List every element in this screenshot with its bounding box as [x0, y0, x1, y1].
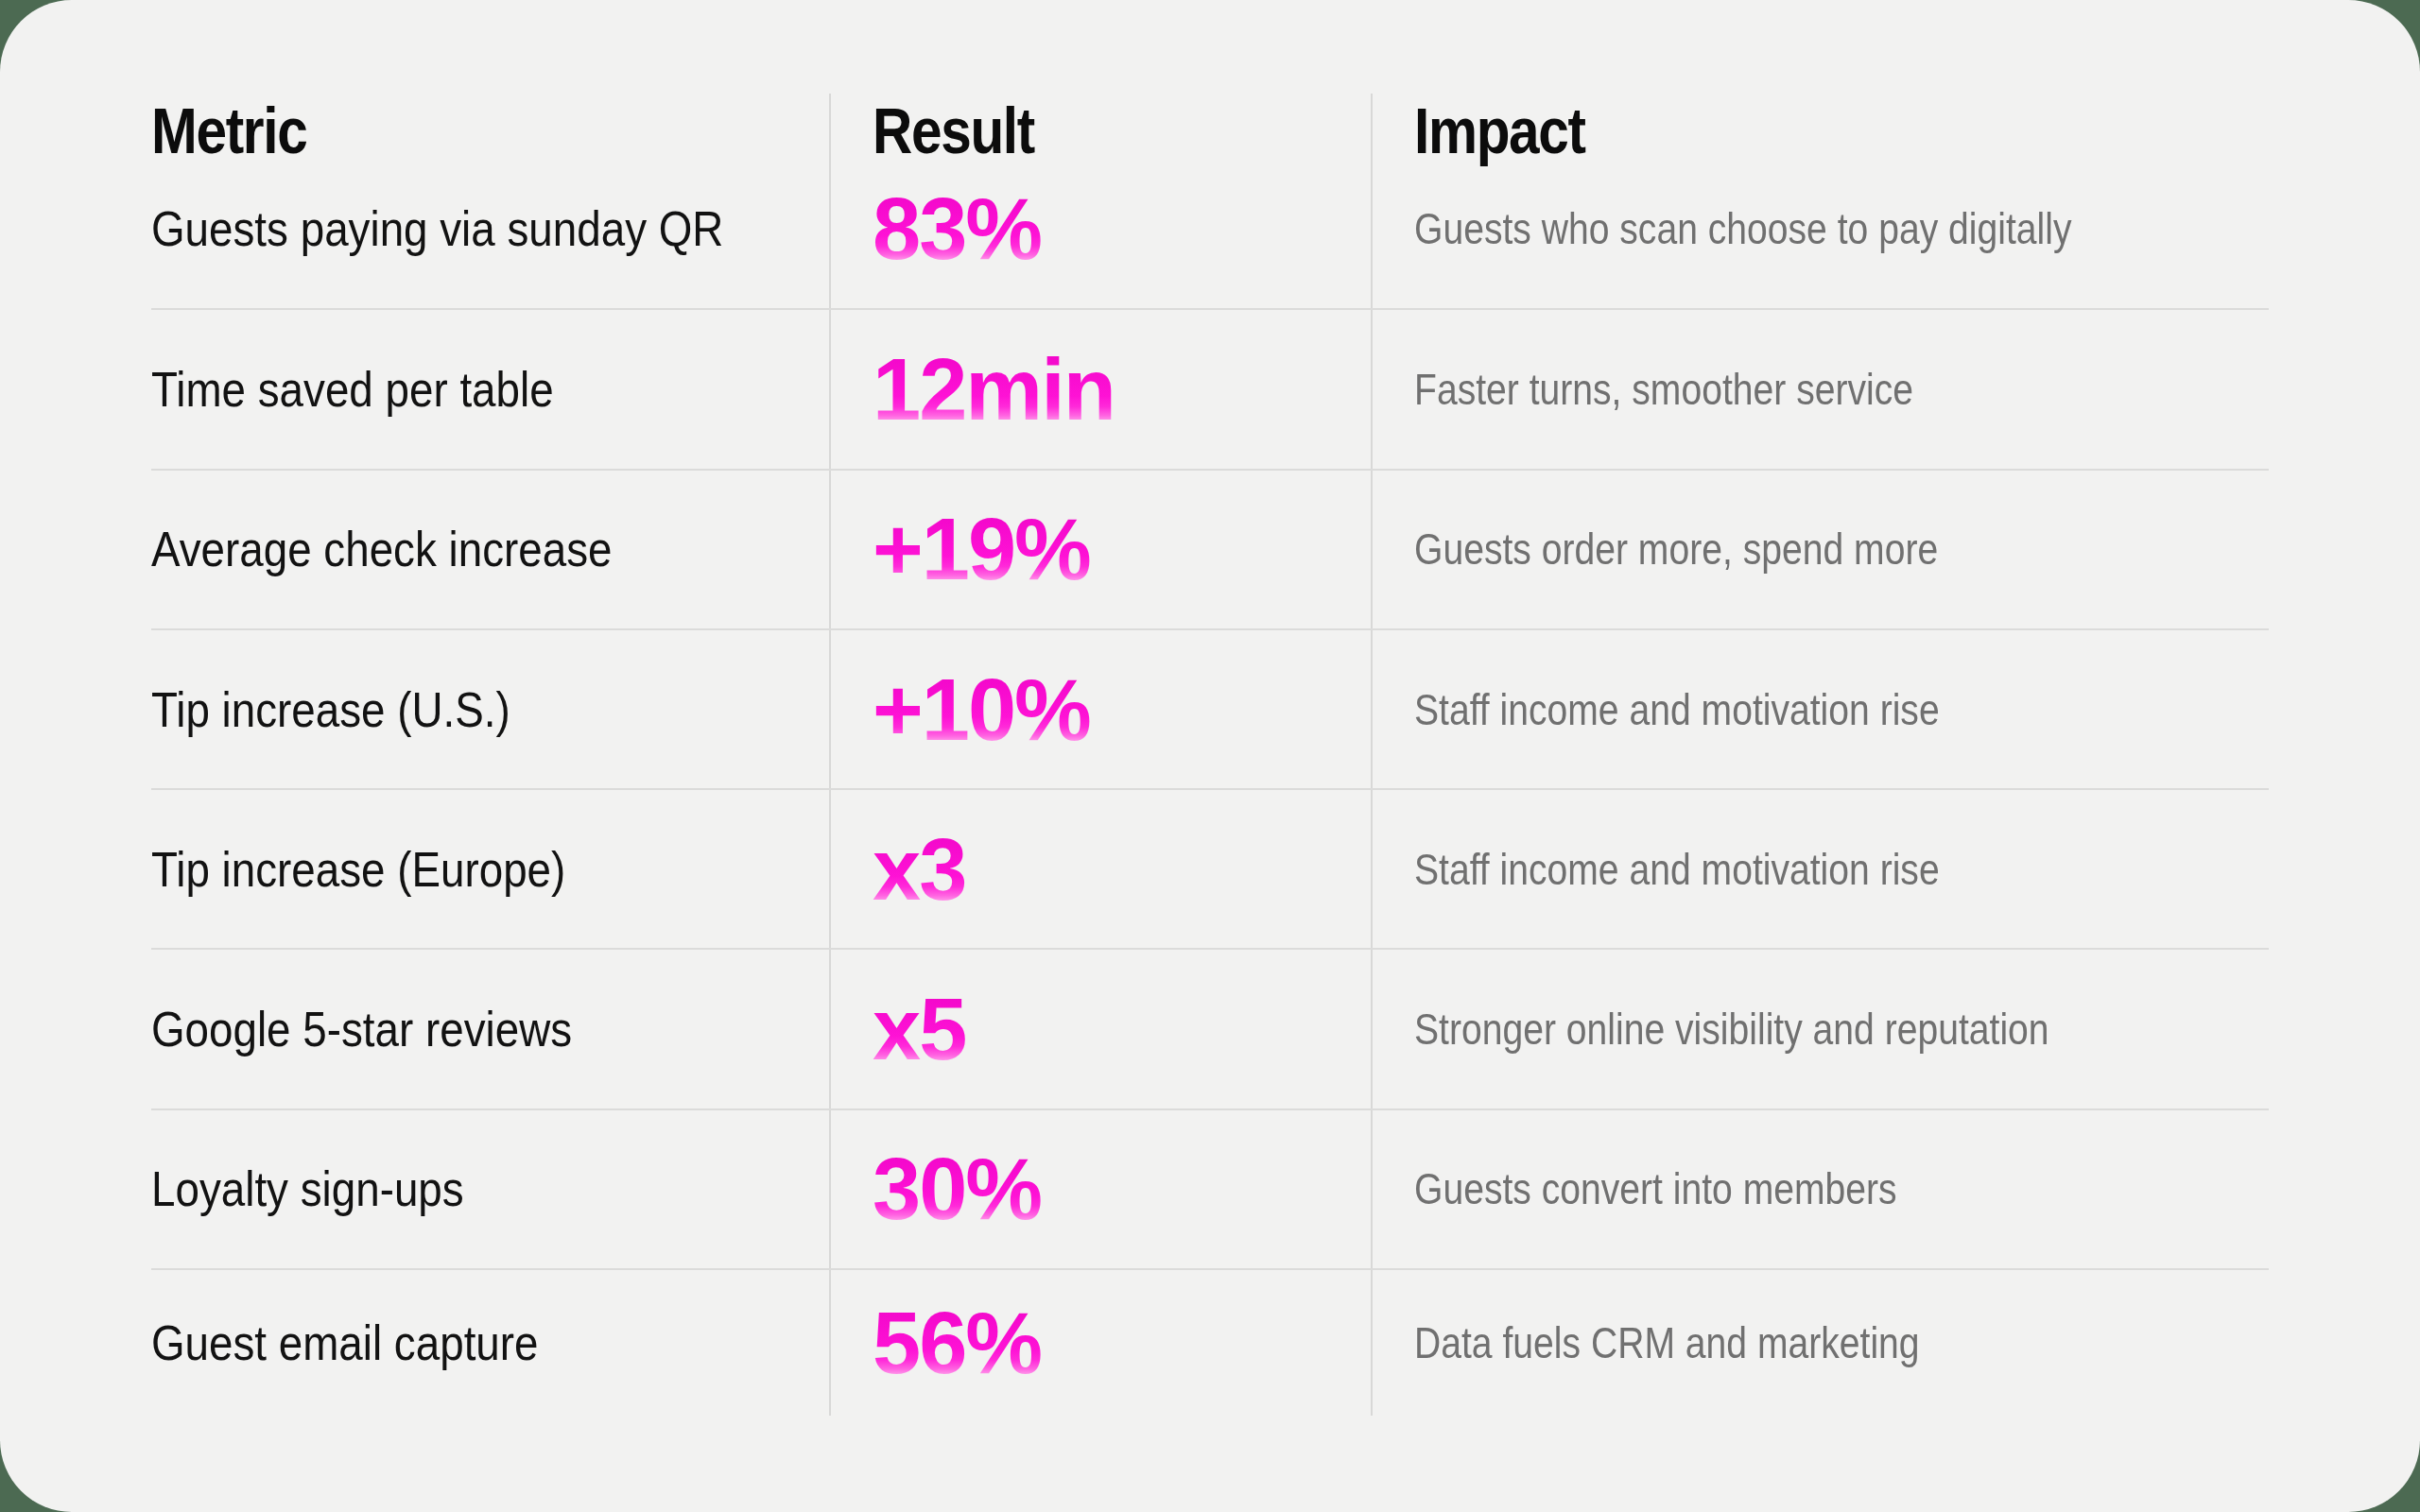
impact-text: Stronger online visibility and reputatio… — [1414, 1007, 2049, 1051]
impact-text: Guests who scan choose to pay digitally — [1414, 207, 2071, 250]
page: { "colors": { "background": "#4c6a52", "… — [0, 0, 2420, 1512]
impact-text: Faster turns, smoother service — [1414, 368, 1913, 411]
table-row: Loyalty sign-ups 30% Guests convert into… — [151, 1108, 2269, 1268]
metric-label: Guest email capture — [151, 1318, 539, 1367]
result-value: +19% — [873, 506, 1090, 593]
table-row: Guests paying via sunday QR 83% Guests w… — [151, 148, 2269, 308]
result-value: x3 — [873, 826, 965, 913]
metric-label: Tip increase (U.S.) — [151, 685, 510, 734]
metric-label: Guests paying via sunday QR — [151, 204, 723, 253]
table-row: Tip increase (U.S.) +10% Staff income an… — [151, 628, 2269, 788]
impact-text: Staff income and motivation rise — [1414, 688, 1940, 731]
results-card: Metric Result Impact Guests paying via s… — [0, 0, 2420, 1512]
table-row: Guest email capture 56% Data fuels CRM a… — [151, 1268, 2269, 1416]
result-value: 56% — [873, 1299, 1041, 1386]
table-row: Time saved per table 12min Faster turns,… — [151, 308, 2269, 468]
impact-text: Staff income and motivation rise — [1414, 848, 1940, 891]
result-value: x5 — [873, 986, 965, 1073]
table-row: Google 5-star reviews x5 Stronger online… — [151, 948, 2269, 1108]
result-value: 30% — [873, 1145, 1041, 1232]
metric-label: Tip increase (Europe) — [151, 845, 565, 894]
impact-text: Guests order more, spend more — [1414, 527, 1938, 571]
metric-label: Time saved per table — [151, 365, 554, 414]
column-header-impact: Impact — [1414, 98, 1585, 163]
impact-text: Guests convert into members — [1414, 1167, 1897, 1211]
result-value: 83% — [873, 185, 1041, 272]
result-value: +10% — [873, 666, 1090, 753]
result-value: 12min — [873, 346, 1115, 433]
impact-text: Data fuels CRM and marketing — [1414, 1321, 1920, 1365]
metrics-table: Metric Result Impact Guests paying via s… — [151, 94, 2269, 1416]
column-header-metric: Metric — [151, 98, 307, 163]
column-header-result: Result — [873, 98, 1034, 163]
metric-label: Average check increase — [151, 524, 613, 574]
table-row: Average check increase +19% Guests order… — [151, 469, 2269, 628]
table-row: Tip increase (Europe) x3 Staff income an… — [151, 788, 2269, 948]
metric-label: Google 5-star reviews — [151, 1005, 572, 1054]
table-header-row: Metric Result Impact — [151, 94, 2269, 148]
metric-label: Loyalty sign-ups — [151, 1164, 464, 1213]
